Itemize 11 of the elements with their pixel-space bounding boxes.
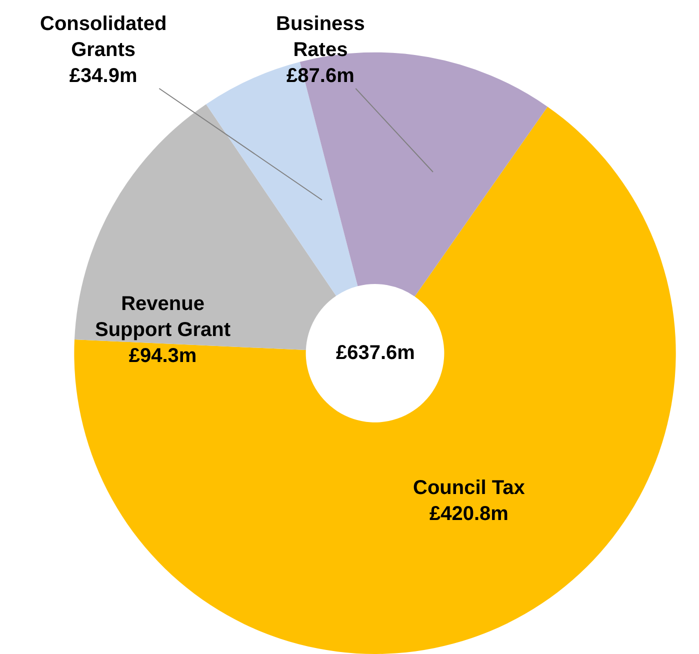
data-label: £94.3m: [128, 345, 197, 367]
data-label: £87.6m: [286, 65, 354, 87]
data-label: £34.9m: [69, 65, 138, 87]
data-label: £420.8m: [429, 503, 508, 525]
donut-slice: [74, 106, 676, 654]
slice-label: Consolidated Grants: [40, 13, 167, 61]
slice-label: Business Rates: [276, 13, 365, 61]
text: £637.6m: [336, 342, 415, 364]
slice-label: Council Tax: [413, 477, 525, 499]
donut-slice: [206, 62, 358, 296]
slice-label: Revenue Support Grant: [95, 293, 231, 341]
